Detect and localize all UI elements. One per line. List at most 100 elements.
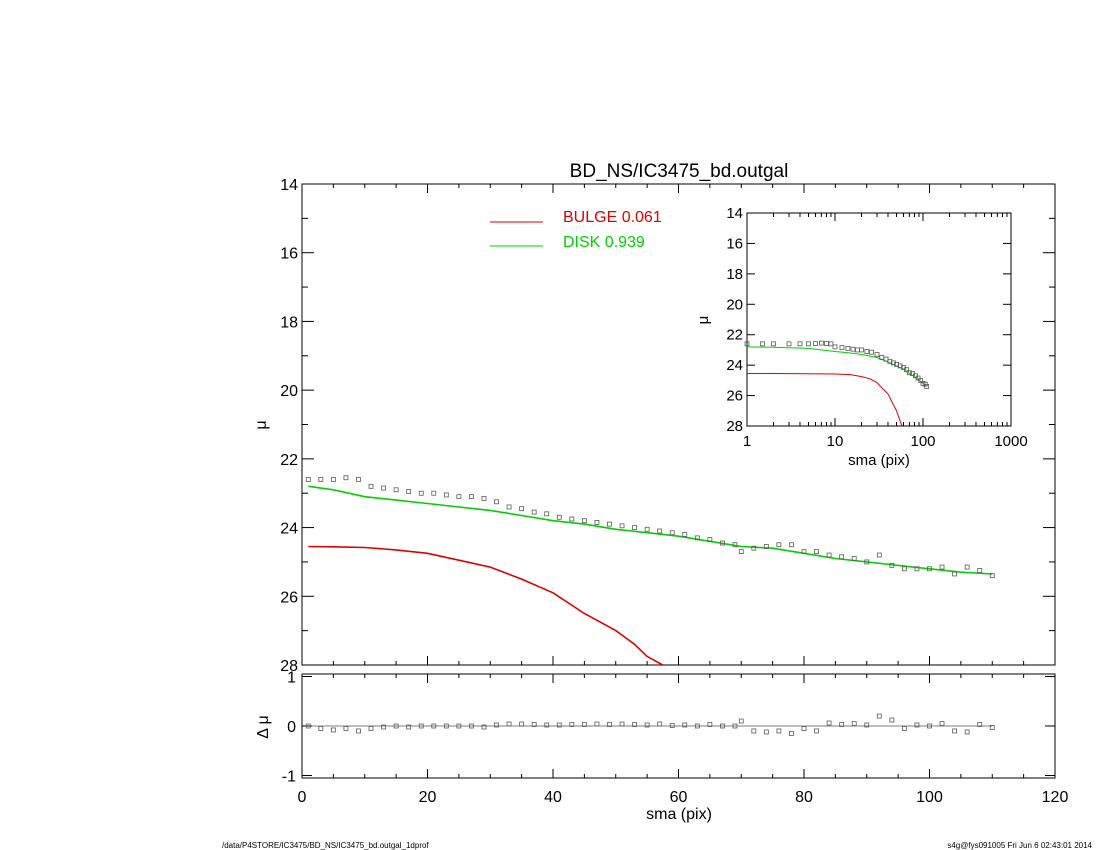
main-data-point [751,545,757,551]
inset-x-ticks: 1 10 100 1000 [743,213,1028,450]
residual-point [632,722,637,727]
main-data-point [694,535,700,541]
x-tick-label: 120 [1042,789,1069,806]
main-data-point [914,566,920,572]
inset-data-point [906,370,912,376]
main-data-point [581,518,587,524]
residual-point [814,728,819,734]
residual-point [682,722,688,728]
x-tick-label: 20 [419,789,437,806]
x-tick-label: 0 [298,789,307,806]
main-data-point [952,571,957,577]
main-data-point [330,477,336,482]
main-y-tick-label: 24 [280,521,298,538]
residual-point [751,728,757,734]
residual-point [964,729,970,735]
main-data-point [939,564,945,570]
inset-data-point [797,341,803,347]
residual-point [431,723,437,729]
inset-data-point [813,341,818,346]
main-data-point [902,566,907,572]
main-data-point [763,544,769,549]
inset-data-point [864,349,870,354]
residual-y-tick-label: 1 [287,669,296,686]
inset-data-point [904,367,909,373]
legend: BULGE 0.061 DISK 0.939 [490,209,662,251]
main-data-point [776,542,782,548]
inset-y-tick-label: 24 [726,357,743,374]
x-tick-label: 80 [795,789,813,806]
residual-y-tick-label: -1 [282,769,296,786]
residual-point [839,722,845,727]
inset-x-tick-label: 1000 [994,433,1027,450]
residual-point [531,722,537,727]
main-data-point [682,532,688,537]
main-data-point [469,494,474,500]
chart-title: BD_NS/IC3475_bd.outgal [570,161,789,182]
main-data-point [977,568,983,573]
residual-point [456,723,462,729]
residual-point [544,722,550,728]
residual-point [826,720,832,726]
x-axis-label: sma (pix) [646,806,712,823]
residual-point [330,727,336,733]
main-data-point [318,477,324,482]
residual-point [356,728,361,734]
main-data-point [305,477,311,482]
main-data-point [393,487,399,493]
residual-point [707,722,713,727]
x-tick-label: 60 [670,789,688,806]
main-data-point [356,477,361,482]
main-panel: 14 16 18 20 22 24 26 28 μ [253,177,1056,675]
residual-point [556,722,562,728]
main-data-point [556,514,562,520]
residual-point [519,721,525,727]
main-data-point [494,499,499,505]
main-data-point [669,530,675,536]
inset-y-tick-label: 22 [726,327,743,344]
residual-point [989,725,995,730]
main-data-point [569,516,575,522]
residual-point [418,723,424,729]
inset-panel: 1 10 100 1000 14 16 18 20 22 24 26 28 sma (pix) μ [695,205,1028,469]
main-data-point [418,490,424,496]
residual-point [738,718,744,724]
residual-point [506,721,512,727]
x-tick-label: 40 [544,789,562,806]
inset-data-point [832,344,838,350]
main-data-point [343,475,349,481]
main-data-point [481,495,487,501]
inset-data-point [845,346,851,351]
main-data-point [506,504,512,510]
inset-data-point [874,352,880,357]
main-data-point [632,525,637,530]
residual-point [876,713,882,719]
main-y-tick-label: 14 [280,177,298,194]
main-y-tick-label: 22 [280,452,298,469]
residual-point [494,722,499,728]
main-data-point [368,483,374,489]
residual-y-tick-label: 0 [287,719,296,736]
residual-point [669,723,675,728]
main-data-point [964,564,970,570]
inset-y-tick-label: 20 [726,296,743,313]
main-data-point [657,528,663,534]
residual-point [393,723,399,729]
inset-data-point [760,341,765,347]
residual-point [381,724,386,730]
inset-data-point [839,345,845,351]
residual-point [864,722,870,728]
inset-x-tick-label: 100 [910,433,935,450]
residual-point [914,722,920,728]
residual-y-ticks: -1 0 1 [282,669,1055,786]
residual-point [581,722,587,727]
residual-point [851,721,857,726]
inset-data-point [887,358,893,364]
main-data-point [732,542,738,548]
main-data-point [531,509,537,515]
main-y-tick-label: 20 [280,383,298,400]
main-data-point [839,554,845,560]
footer-timestamp: s4g@fys091005 Fri Jun 6 02:43:01 2014 [947,841,1092,850]
main-data-point [851,556,857,561]
